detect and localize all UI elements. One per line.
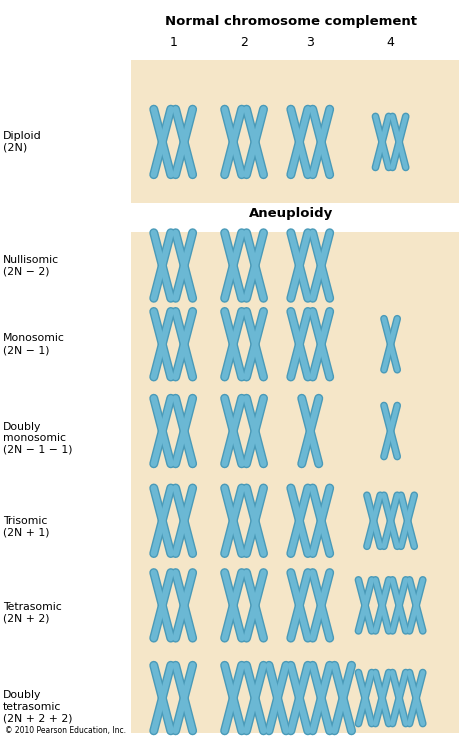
Text: Tetrasomic
(2N + 2): Tetrasomic (2N + 2) [3,602,62,624]
Text: Nullisomic
(2N − 2): Nullisomic (2N − 2) [3,255,59,276]
Text: Normal chromosome complement: Normal chromosome complement [165,15,417,29]
Text: 1: 1 [169,36,177,49]
Text: Doubly
tetrasomic
(2N + 2 + 2): Doubly tetrasomic (2N + 2 + 2) [3,691,73,724]
FancyBboxPatch shape [131,232,459,733]
Text: 2: 2 [240,36,248,49]
Text: Aneuploidy: Aneuploidy [249,206,334,220]
Text: © 2010 Pearson Education, Inc.: © 2010 Pearson Education, Inc. [5,726,127,735]
Text: Diploid
(2N): Diploid (2N) [3,131,42,153]
Text: 4: 4 [387,36,394,49]
FancyBboxPatch shape [131,60,459,203]
Text: Trisomic
(2N + 1): Trisomic (2N + 1) [3,516,50,537]
Text: 3: 3 [306,36,314,49]
Text: Doubly
monosomic
(2N − 1 − 1): Doubly monosomic (2N − 1 − 1) [3,422,73,455]
Text: Monosomic
(2N − 1): Monosomic (2N − 1) [3,333,65,355]
